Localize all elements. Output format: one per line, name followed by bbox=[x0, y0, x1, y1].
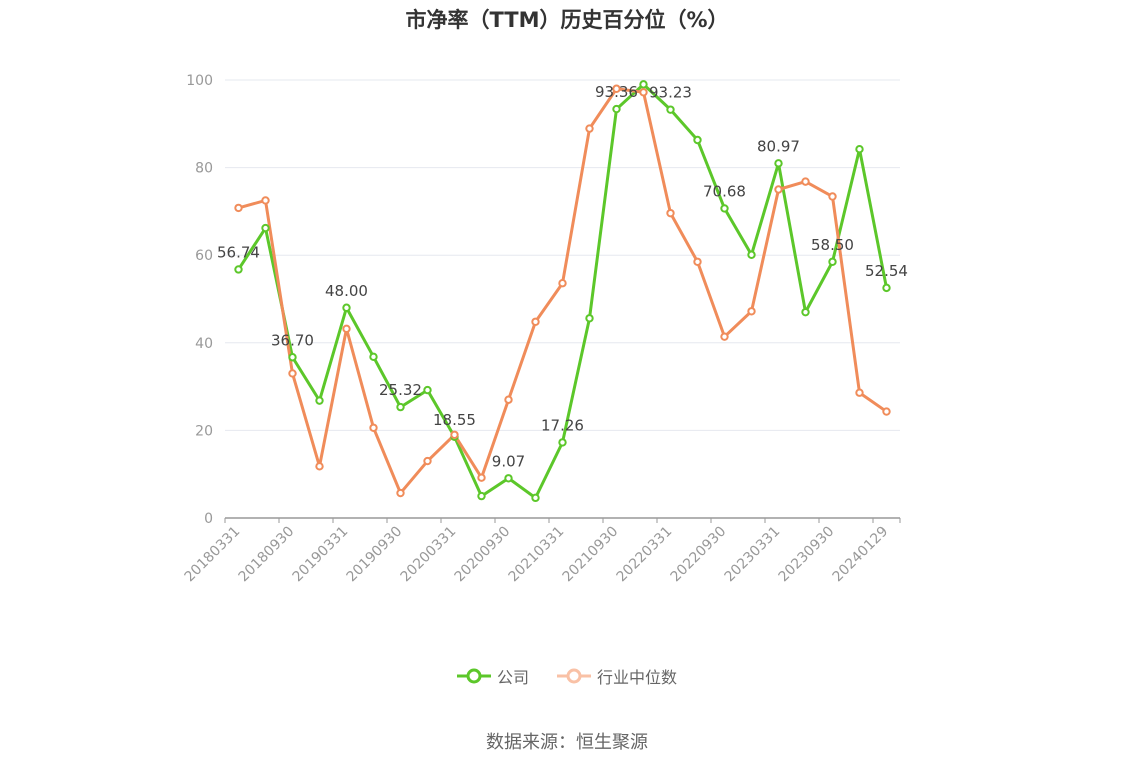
x-tick-label: 20210930 bbox=[560, 524, 622, 586]
legend-label-company: 公司 bbox=[496, 668, 529, 687]
data-point-industry-median bbox=[504, 395, 513, 404]
data-point-industry-median bbox=[234, 203, 243, 213]
data-source-note: 数据来源：恒生聚源 bbox=[486, 732, 648, 753]
data-point-company bbox=[423, 385, 432, 395]
x-tick-label: 20230331 bbox=[722, 524, 784, 586]
data-point-company bbox=[828, 257, 837, 266]
data-point-company bbox=[639, 80, 648, 89]
data-label: 58.50 bbox=[811, 236, 854, 254]
data-point-industry-median bbox=[450, 430, 459, 439]
data-point-industry-median bbox=[477, 473, 486, 482]
legend-label-industry-median: 行业中位数 bbox=[597, 668, 678, 687]
legend-swatch-company bbox=[456, 668, 491, 684]
data-point-company bbox=[801, 307, 810, 317]
data-label: 80.97 bbox=[757, 137, 800, 155]
data-point-industry-median bbox=[558, 279, 567, 288]
chart-title: 市净率（TTM）历史百分位（%） bbox=[405, 8, 729, 32]
data-point-company bbox=[612, 104, 621, 114]
x-tick-label: 20220331 bbox=[614, 524, 676, 586]
y-tick-label: 0 bbox=[204, 511, 213, 527]
x-tick-label: 20210331 bbox=[506, 524, 568, 586]
data-label: 93.36 bbox=[595, 83, 638, 101]
data-point-company bbox=[315, 396, 324, 405]
data-point-company bbox=[774, 159, 783, 168]
data-point-industry-median bbox=[720, 332, 729, 341]
data-label: 17.26 bbox=[541, 416, 584, 434]
data-point-company bbox=[882, 283, 891, 293]
data-point-industry-median bbox=[855, 388, 864, 397]
data-point-company bbox=[396, 402, 405, 412]
x-tick-label: 20190930 bbox=[344, 524, 406, 586]
data-point-industry-median bbox=[828, 192, 837, 201]
data-label: 36.70 bbox=[271, 331, 314, 349]
y-tick-label: 100 bbox=[186, 73, 213, 89]
data-point-industry-median bbox=[585, 124, 594, 133]
data-label: 56.74 bbox=[217, 243, 260, 261]
data-point-company bbox=[666, 105, 675, 114]
y-tick-label: 20 bbox=[195, 423, 213, 439]
data-point-company bbox=[288, 353, 297, 362]
data-point-industry-median bbox=[531, 317, 540, 326]
data-point-industry-median bbox=[693, 257, 702, 266]
data-point-company bbox=[558, 438, 567, 447]
x-tick-label: 20190331 bbox=[290, 524, 352, 586]
data-point-industry-median bbox=[801, 177, 810, 186]
data-point-industry-median bbox=[396, 488, 405, 498]
data-point-company bbox=[720, 204, 729, 213]
legend: 公司 行业中位数 bbox=[0, 664, 1134, 688]
data-point-industry-median bbox=[369, 423, 378, 432]
x-tick-label: 20200331 bbox=[398, 524, 460, 586]
data-point-industry-median bbox=[612, 84, 621, 93]
data-point-company bbox=[369, 352, 378, 362]
data-point-company bbox=[261, 223, 270, 233]
x-tick-label: 20230930 bbox=[776, 524, 838, 586]
data-point-industry-median bbox=[774, 185, 783, 194]
data-point-company bbox=[234, 265, 243, 274]
legend-swatch-industry-median bbox=[557, 668, 591, 684]
data-label: 52.54 bbox=[865, 262, 908, 280]
y-tick-label: 60 bbox=[195, 248, 213, 264]
data-point-company bbox=[855, 145, 864, 154]
x-tick-label: 20220930 bbox=[668, 524, 730, 586]
data-point-industry-median bbox=[747, 307, 756, 316]
data-point-company bbox=[342, 303, 351, 312]
data-label: 9.07 bbox=[492, 452, 525, 470]
data-label: 25.32 bbox=[379, 381, 422, 399]
data-label: 93.23 bbox=[649, 84, 692, 102]
data-point-industry-median bbox=[666, 208, 675, 218]
legend-item-company[interactable]: 公司 bbox=[456, 664, 529, 688]
data-point-company bbox=[585, 314, 594, 323]
x-tick-label: 20180331 bbox=[182, 524, 244, 586]
data-point-company bbox=[531, 493, 540, 503]
data-point-industry-median bbox=[639, 88, 648, 97]
data-label: 48.00 bbox=[325, 282, 368, 300]
data-point-company bbox=[693, 135, 702, 145]
data-point-company bbox=[477, 491, 486, 501]
data-point-industry-median bbox=[288, 369, 297, 378]
data-point-industry-median bbox=[315, 462, 324, 471]
y-tick-label: 80 bbox=[195, 161, 213, 177]
line-chart: 0 20 40 60 80 100 2018033120180930201903312019… bbox=[182, 73, 908, 586]
x-tick-label: 20240129 bbox=[830, 524, 892, 586]
data-point-industry-median bbox=[342, 324, 351, 333]
data-point-industry-median bbox=[261, 196, 270, 205]
y-tick-label: 40 bbox=[195, 336, 213, 352]
legend-item-industry-median[interactable]: 行业中位数 bbox=[557, 664, 677, 688]
data-point-industry-median bbox=[423, 456, 432, 466]
data-point-company bbox=[747, 250, 756, 259]
x-tick-label: 20200930 bbox=[452, 524, 514, 586]
data-label: 70.68 bbox=[703, 182, 746, 200]
data-point-industry-median bbox=[882, 407, 891, 416]
data-point-company bbox=[504, 474, 513, 483]
data-label: 18.55 bbox=[433, 411, 476, 429]
x-tick-label: 20180930 bbox=[236, 524, 298, 586]
